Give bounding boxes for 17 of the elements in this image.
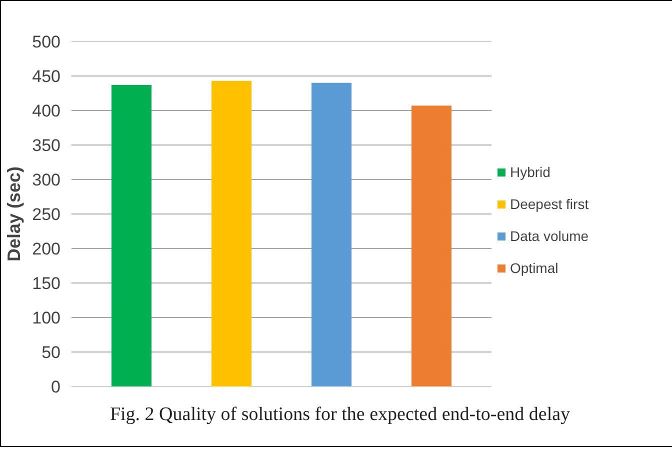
y-tick-label: 300	[32, 170, 61, 190]
legend-label: Deepest first	[510, 196, 589, 212]
y-tick-label: 0	[51, 378, 61, 396]
y-tick-label: 100	[32, 308, 61, 328]
y-axis-title: Delay (sec)	[4, 166, 24, 262]
y-tick-label: 350	[32, 136, 61, 155]
y-tick-label: 400	[32, 102, 61, 120]
y-tick-label: 150	[32, 274, 61, 293]
y-tick-label: 500	[32, 32, 61, 52]
y-tick-label: 200	[32, 240, 61, 258]
legend-label: Data volume	[510, 228, 589, 244]
legend-label: Hybrid	[510, 164, 550, 180]
y-tick-label: 50	[42, 343, 61, 362]
y-tick-label: 450	[32, 67, 61, 86]
legend-label: Optimal	[510, 260, 558, 276]
caption: Fig. 2 Quality of solutions for the expected end-to-end delay	[110, 403, 570, 427]
y-tick-label: 250	[32, 205, 61, 224]
